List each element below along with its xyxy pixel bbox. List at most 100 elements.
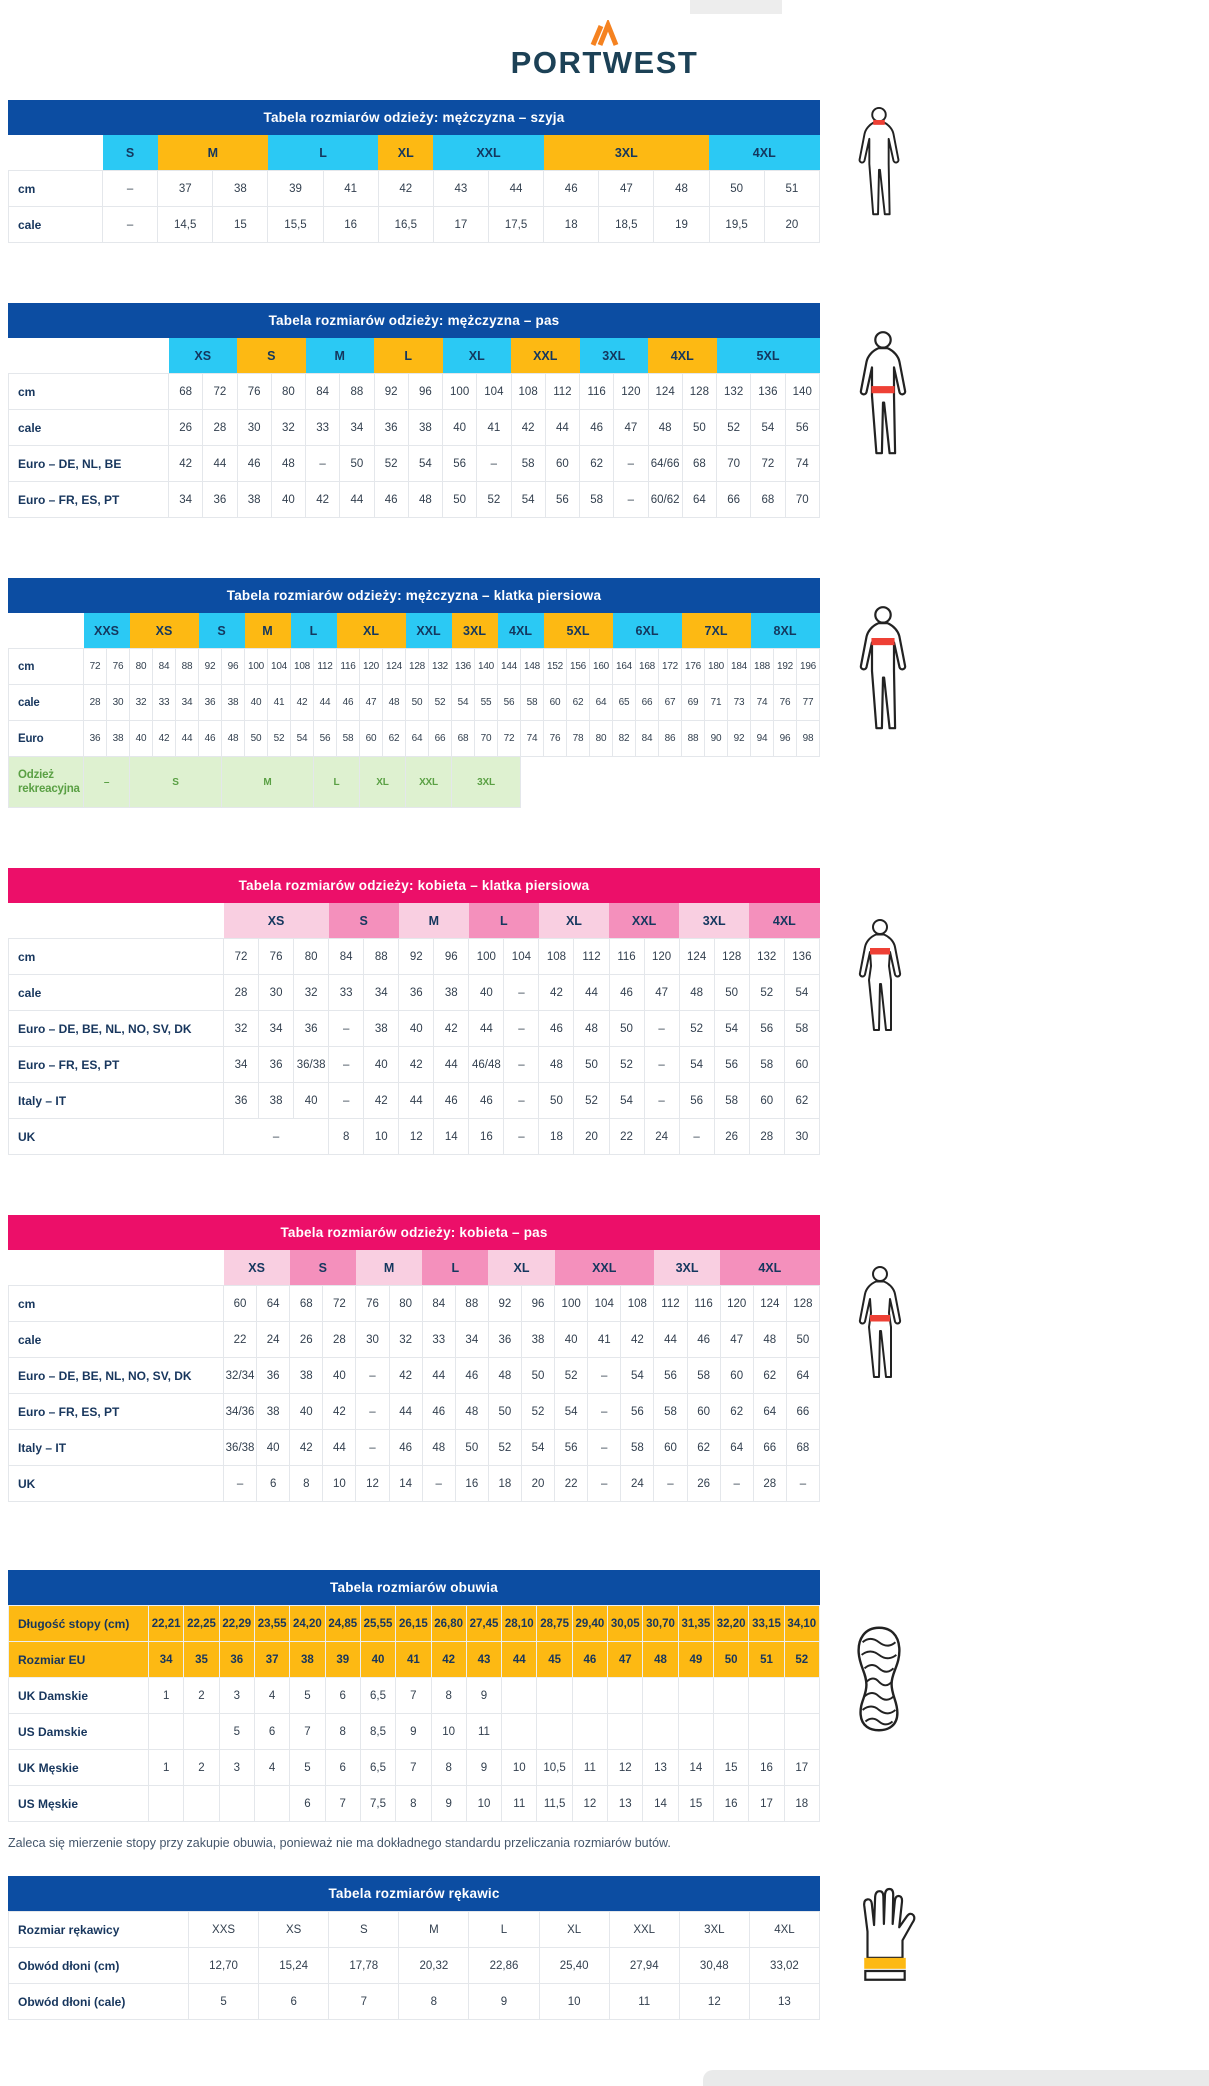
size-value-cell: 50 [441, 481, 478, 518]
size-value-cell: 116 [608, 938, 645, 975]
size-value-cell: 54 [678, 1046, 715, 1083]
size-value-cell: 44 [487, 170, 545, 207]
size-value-cell: 88 [454, 1285, 489, 1322]
size-value-cell: 24 [620, 1465, 655, 1502]
size-value-cell: 36 [198, 684, 222, 721]
size-value-cell: 50 [573, 1046, 610, 1083]
size-value-cell: 6,5 [359, 1749, 397, 1786]
male-figure-chest-icon [850, 596, 916, 751]
size-value-cell: 9 [430, 1785, 467, 1822]
row-label: cm [8, 648, 84, 685]
size-value-cell: 22,29 [218, 1605, 255, 1642]
size-value-cell: 40 [398, 1010, 435, 1047]
size-value-cell: 52 [678, 1010, 715, 1047]
size-value-cell: 5 [187, 1983, 260, 2020]
size-value-cell: 48 [487, 1357, 522, 1394]
size-value-cell: 28 [222, 974, 260, 1011]
size-value-cell: 30,48 [678, 1947, 750, 1984]
size-value-cell: 72 [83, 648, 107, 685]
size-col-header: XS [168, 338, 237, 374]
row-label: US Męskie [8, 1785, 149, 1822]
size-value-cell: 68 [451, 720, 475, 757]
size-value-cell: 9 [468, 1983, 540, 2020]
size-value-cell: 50 [681, 409, 718, 446]
size-value-cell: – [653, 1465, 688, 1502]
size-value-cell: 64 [589, 684, 613, 721]
row-label: UK Damskie [8, 1677, 149, 1714]
size-col-header: XL [442, 338, 511, 374]
size-value-cell: – [222, 1118, 330, 1155]
size-value-cell [677, 1713, 715, 1750]
size-value-cell: 44 [433, 1046, 470, 1083]
size-value-cell: 48 [642, 1641, 679, 1678]
size-value-cell: 16 [748, 1749, 785, 1786]
size-value-cell: 60 [544, 445, 581, 482]
size-value-cell: 184 [727, 648, 751, 685]
size-col-header: S [198, 613, 245, 649]
size-col-header: L [374, 338, 443, 374]
size-value-cell: – [101, 170, 159, 207]
size-col-header: 3XL [579, 338, 648, 374]
size-value-cell: 60 [222, 1285, 258, 1322]
size-value-cell: 108 [538, 938, 575, 975]
size-value-cell: M [221, 756, 314, 808]
size-value-cell: 41 [395, 1641, 432, 1678]
size-value-cell: 42 [363, 1082, 400, 1119]
size-value-cell: 92 [487, 1285, 522, 1322]
size-value-cell: 28 [83, 684, 107, 721]
size-value-cell: 16 [468, 1118, 505, 1155]
size-value-cell: 14 [642, 1785, 679, 1822]
size-value-cell: 40 [322, 1357, 357, 1394]
size-col-header: 3XL [451, 613, 498, 649]
table-section-women-chest: Tabela rozmiarów odzieży: kobieta – klat… [8, 868, 1209, 1155]
size-value-cell: 52 [748, 974, 785, 1011]
size-col-header: 5XL [716, 338, 820, 374]
men-waist-size-table: Tabela rozmiarów odzieży: mężczyzna – pa… [8, 303, 1209, 518]
size-value-cell: 152 [543, 648, 567, 685]
size-value-cell: 2 [183, 1749, 220, 1786]
size-col-header: 4XL [720, 1250, 820, 1286]
size-value-cell: 24,20 [289, 1605, 326, 1642]
size-value-cell: 11 [501, 1785, 538, 1822]
size-value-cell: 52 [715, 409, 752, 446]
size-value-cell: 4XL [748, 1911, 821, 1948]
size-col-header: 3XL [543, 135, 710, 171]
size-value-cell: 24 [256, 1321, 291, 1358]
male-figure-waist-icon [850, 321, 916, 476]
row-label: Rozmiar EU [8, 1641, 149, 1678]
size-value-cell: 8,5 [359, 1713, 397, 1750]
size-value-cell: 120 [643, 938, 680, 975]
size-value-cell: 52 [428, 684, 452, 721]
size-value-cell: 25,40 [538, 1947, 610, 1984]
size-value-cell: 32,20 [712, 1605, 750, 1642]
size-value-cell: 46 [336, 684, 360, 721]
size-value-cell [147, 1713, 185, 1750]
size-value-cell: 20 [573, 1118, 610, 1155]
size-value-cell: 128 [785, 1285, 821, 1322]
size-value-cell: 33 [304, 409, 341, 446]
size-value-cell: 39 [324, 1641, 361, 1678]
size-value-cell: 104 [476, 373, 512, 410]
size-value-cell: 40 [293, 1082, 330, 1119]
size-value-cell: 22 [222, 1321, 258, 1358]
size-value-cell: 17,78 [328, 1947, 400, 1984]
size-value-cell: 8 [328, 1118, 365, 1155]
row-label: Italy – IT [8, 1429, 224, 1466]
size-value-cell: 60/62 [647, 481, 683, 518]
size-col-header: 7XL [681, 613, 751, 649]
size-value-cell: 33 [421, 1321, 456, 1358]
size-value-cell: 42 [322, 1393, 357, 1430]
size-value-cell: 34 [454, 1321, 489, 1358]
table-section-men-neck: Tabela rozmiarów odzieży: mężczyzna – sz… [8, 100, 1209, 243]
size-value-cell: 172 [658, 648, 682, 685]
size-value-cell: – [719, 1465, 754, 1502]
size-value-cell: 46 [571, 1641, 609, 1678]
portwest-logo: PORTWEST [0, 0, 1209, 78]
size-col-header: M [398, 903, 469, 939]
size-value-cell: 68 [785, 1429, 821, 1466]
size-col-header: S [237, 338, 306, 374]
size-value-cell: S [129, 756, 222, 808]
size-value-cell: 3XL [451, 756, 521, 808]
size-col-header: XL [488, 1250, 555, 1286]
size-value-cell: 36 [293, 1010, 330, 1047]
